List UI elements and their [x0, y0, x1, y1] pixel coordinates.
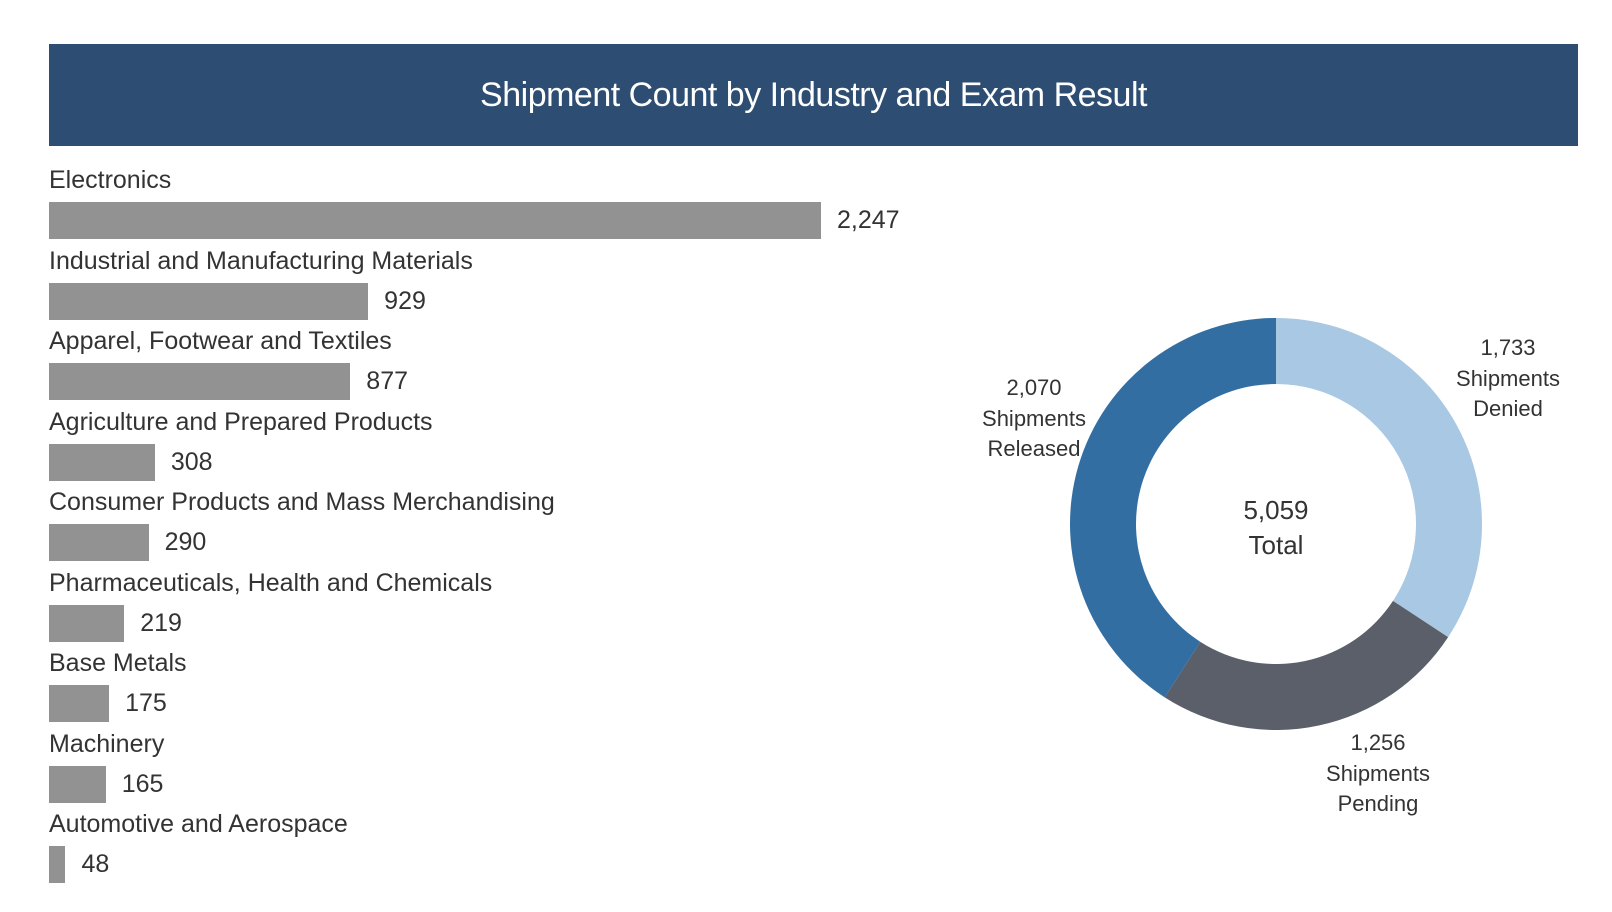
bar — [49, 363, 351, 400]
data-label: 48 — [81, 850, 110, 878]
bar — [49, 765, 106, 803]
category-label: Pharmaceuticals, Health and Chemicals — [49, 568, 493, 597]
bar — [49, 202, 821, 239]
slice-value: 1,733 — [1480, 335, 1535, 360]
donut-slice — [1070, 318, 1276, 698]
data-label: 2,247 — [837, 206, 900, 234]
data-label: 877 — [366, 367, 409, 395]
bar — [49, 443, 155, 481]
bar — [49, 282, 369, 320]
bar — [49, 604, 125, 642]
bar-row: Consumer Products and Mass Merchandising… — [49, 488, 949, 568]
bar-row: Apparel, Footwear and Textiles 877 — [49, 327, 949, 407]
slice-label: 1,733 Shipments Denied — [1456, 335, 1560, 421]
bar-row: Machinery 165 — [49, 730, 949, 810]
data-label: 165 — [121, 769, 164, 798]
slice-label: 1,256 Shipments Pending — [1326, 730, 1430, 816]
total-label: Total — [1249, 530, 1304, 560]
donut-slice — [1164, 600, 1449, 730]
bar-row: Pharmaceuticals, Health and Chemicals 219 — [49, 569, 949, 649]
bar — [49, 685, 110, 722]
category-label: Automotive and Aerospace — [49, 810, 348, 838]
bar — [49, 524, 149, 561]
category-label: Agriculture and Prepared Products — [49, 407, 433, 436]
category-label: Machinery — [49, 729, 165, 758]
category-label: Electronics — [49, 166, 172, 194]
data-label: 929 — [384, 286, 426, 315]
category-label: Industrial and Manufacturing Materials — [49, 246, 473, 275]
slice-value: 2,070 — [1006, 375, 1061, 400]
bar-row: Base Metals 175 — [49, 649, 949, 729]
bar — [49, 846, 66, 883]
bar-row: Industrial and Manufacturing Materials 92… — [49, 247, 949, 327]
slice-value: 1,256 — [1350, 730, 1405, 755]
data-label: 308 — [170, 447, 213, 476]
category-label: Base Metals — [49, 649, 187, 677]
slice-label: 2,070 Shipments Released — [982, 375, 1086, 461]
chart-title: Shipment Count by Industry and Exam Resu… — [480, 75, 1147, 114]
bar-row: Automotive and Aerospace 48 — [49, 810, 949, 890]
data-label: 175 — [125, 689, 167, 717]
bar-row: Agriculture and Prepared Products 308 — [49, 408, 949, 488]
chart-title-banner: Shipment Count by Industry and Exam Resu… — [49, 44, 1578, 146]
category-label: Apparel, Footwear and Textiles — [49, 327, 392, 355]
data-label: 219 — [140, 608, 182, 637]
category-label: Consumer Products and Mass Merchandising — [49, 488, 555, 516]
donut-slice — [1276, 318, 1483, 638]
bar-row: Electronics 2,247 — [49, 166, 949, 246]
data-label: 290 — [164, 528, 207, 556]
total-value: 5,059 — [1243, 495, 1308, 525]
